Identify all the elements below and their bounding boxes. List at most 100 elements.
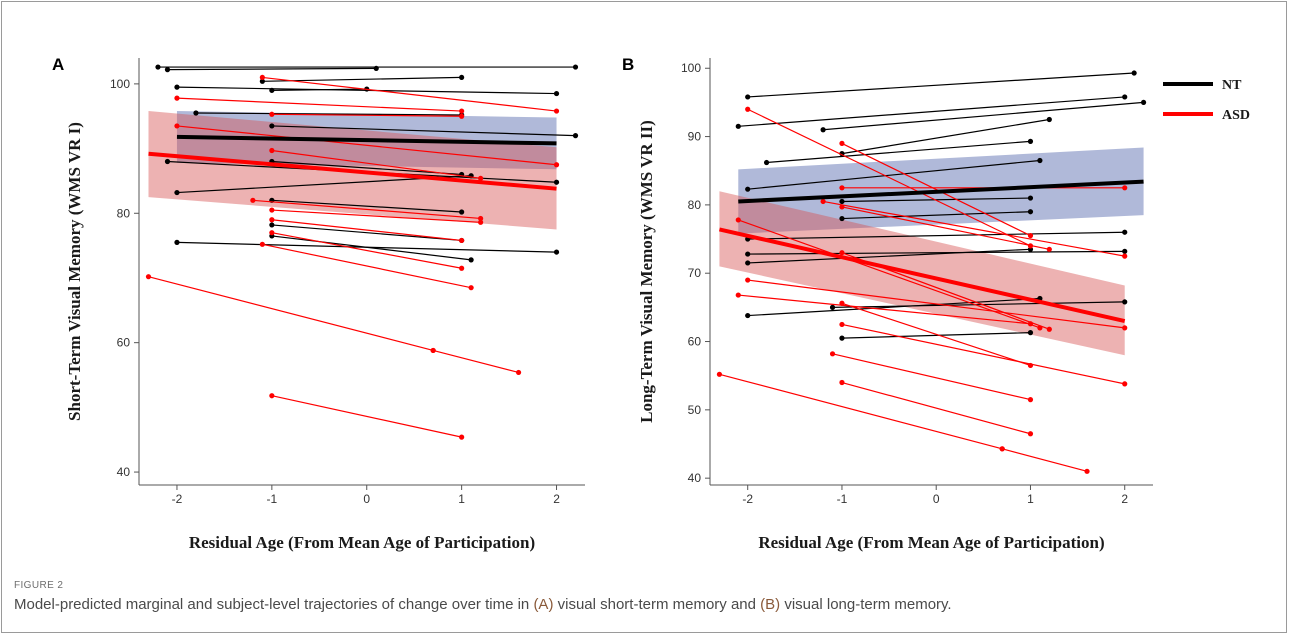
x-tick-label: 0: [363, 492, 370, 506]
subject-point-nt: [1122, 94, 1128, 100]
subject-point-asd: [1122, 253, 1128, 259]
subject-point-nt: [745, 260, 751, 266]
subject-point-asd: [269, 230, 275, 236]
x-tick-label: -2: [742, 492, 753, 506]
x-tick-label: 2: [1121, 492, 1128, 506]
subject-point-nt: [174, 189, 180, 196]
subject-line-nt: [271, 235, 472, 261]
subject-point-nt: [745, 312, 751, 319]
legend: NT ASD: [1163, 78, 1250, 123]
subject-point-asd: [1084, 468, 1090, 474]
subject-point-asd: [820, 198, 826, 205]
subject-line-asd: [271, 219, 462, 242]
subject-line-nt: [747, 231, 1125, 240]
subject-line-asd: [262, 76, 557, 112]
subject-point-asd: [1027, 397, 1034, 403]
figure-label: FIGURE 2: [14, 580, 64, 591]
subject-line-nt: [738, 96, 1125, 127]
subject-point-nt: [820, 127, 826, 133]
subject-point-nt: [164, 158, 171, 165]
subject-point-asd: [478, 215, 484, 222]
caption-ref-b: (B): [760, 596, 781, 613]
subject-point-nt: [839, 215, 845, 222]
subject-point-asd: [1122, 381, 1128, 387]
subject-line-asd: [252, 199, 481, 220]
fit-line-asd: [718, 227, 1126, 323]
subject-line-asd: [271, 149, 481, 179]
subject-line-nt: [271, 88, 367, 91]
y-axis-title: Long-Term Visual Memory (WMS VR II): [637, 120, 656, 423]
y-tick-label: 100: [681, 61, 701, 75]
subject-point-asd: [478, 175, 484, 181]
subject-point-nt: [553, 179, 560, 185]
subject-point-asd: [250, 197, 256, 203]
subject-line-asd: [176, 97, 462, 112]
subject-point-asd: [745, 277, 751, 283]
subject-line-asd: [148, 276, 434, 352]
subject-line-asd: [841, 206, 1050, 250]
subject-point-nt: [839, 198, 845, 205]
subject-point-asd: [430, 347, 436, 354]
y-tick-label: 70: [688, 266, 702, 280]
subject-line-asd: [738, 219, 1041, 329]
subject-point-asd: [1046, 326, 1052, 332]
subject-point-asd: [269, 147, 275, 154]
subject-point-asd: [1027, 431, 1034, 437]
legend-label-asd: ASD: [1222, 108, 1250, 123]
subject-point-nt: [373, 65, 379, 71]
subject-point-nt: [829, 304, 836, 310]
subject-point-nt: [735, 123, 741, 129]
x-axis-title: Residual Age (From Mean Age of Participa…: [189, 533, 535, 552]
subject-line-asd: [747, 279, 1125, 329]
subject-point-nt: [459, 74, 465, 81]
subject-line-nt: [167, 67, 377, 71]
x-tick-label: -1: [837, 492, 848, 506]
y-tick-label: 40: [688, 471, 702, 485]
subject-line-nt: [841, 118, 1050, 155]
fit-line-nt: [738, 179, 1144, 204]
subject-point-nt: [164, 67, 171, 73]
subject-point-asd: [1122, 325, 1128, 331]
subject-point-nt: [763, 159, 770, 166]
subject-line-nt: [195, 112, 462, 116]
subject-line-nt: [271, 199, 462, 213]
subject-point-asd: [553, 108, 560, 114]
subject-point-asd: [259, 241, 265, 247]
y-tick-label: 60: [117, 336, 131, 350]
fit-line-asd: [148, 151, 557, 191]
subject-line-asd: [1002, 448, 1088, 472]
subject-line-asd: [841, 381, 1031, 435]
subject-point-asd: [839, 379, 845, 386]
subject-point-asd: [735, 292, 741, 298]
subject-line-asd: [271, 232, 462, 269]
subject-point-nt: [269, 87, 275, 93]
subject-point-asd: [459, 434, 465, 440]
subject-point-nt: [459, 209, 465, 215]
x-axis-title: Residual Age (From Mean Age of Participa…: [758, 533, 1104, 552]
subject-point-nt: [468, 257, 474, 263]
subject-point-asd: [515, 369, 522, 376]
subject-point-asd: [269, 393, 275, 399]
x-tick-label: 2: [553, 492, 560, 506]
subject-line-nt: [766, 140, 1031, 164]
subject-point-nt: [259, 78, 265, 84]
subject-point-asd: [269, 207, 275, 213]
subject-line-nt: [271, 160, 462, 176]
y-tick-label: 60: [688, 335, 702, 349]
x-tick-label: 0: [933, 492, 940, 506]
subject-line-nt: [747, 248, 1031, 264]
subject-point-nt: [1122, 299, 1128, 305]
figure-caption: Model-predicted marginal and subject-lev…: [14, 596, 952, 613]
subject-point-asd: [459, 108, 465, 114]
subject-point-asd: [1027, 321, 1034, 327]
subject-point-asd: [459, 113, 465, 119]
subject-line-asd: [841, 323, 1125, 385]
subject-line-asd: [822, 200, 1125, 257]
x-tick-label: -2: [172, 492, 183, 506]
y-tick-label: 50: [688, 403, 702, 417]
subject-line-nt: [271, 224, 462, 242]
subject-point-asd: [1046, 246, 1052, 252]
subject-line-nt: [271, 125, 576, 137]
subject-point-asd: [839, 300, 845, 306]
